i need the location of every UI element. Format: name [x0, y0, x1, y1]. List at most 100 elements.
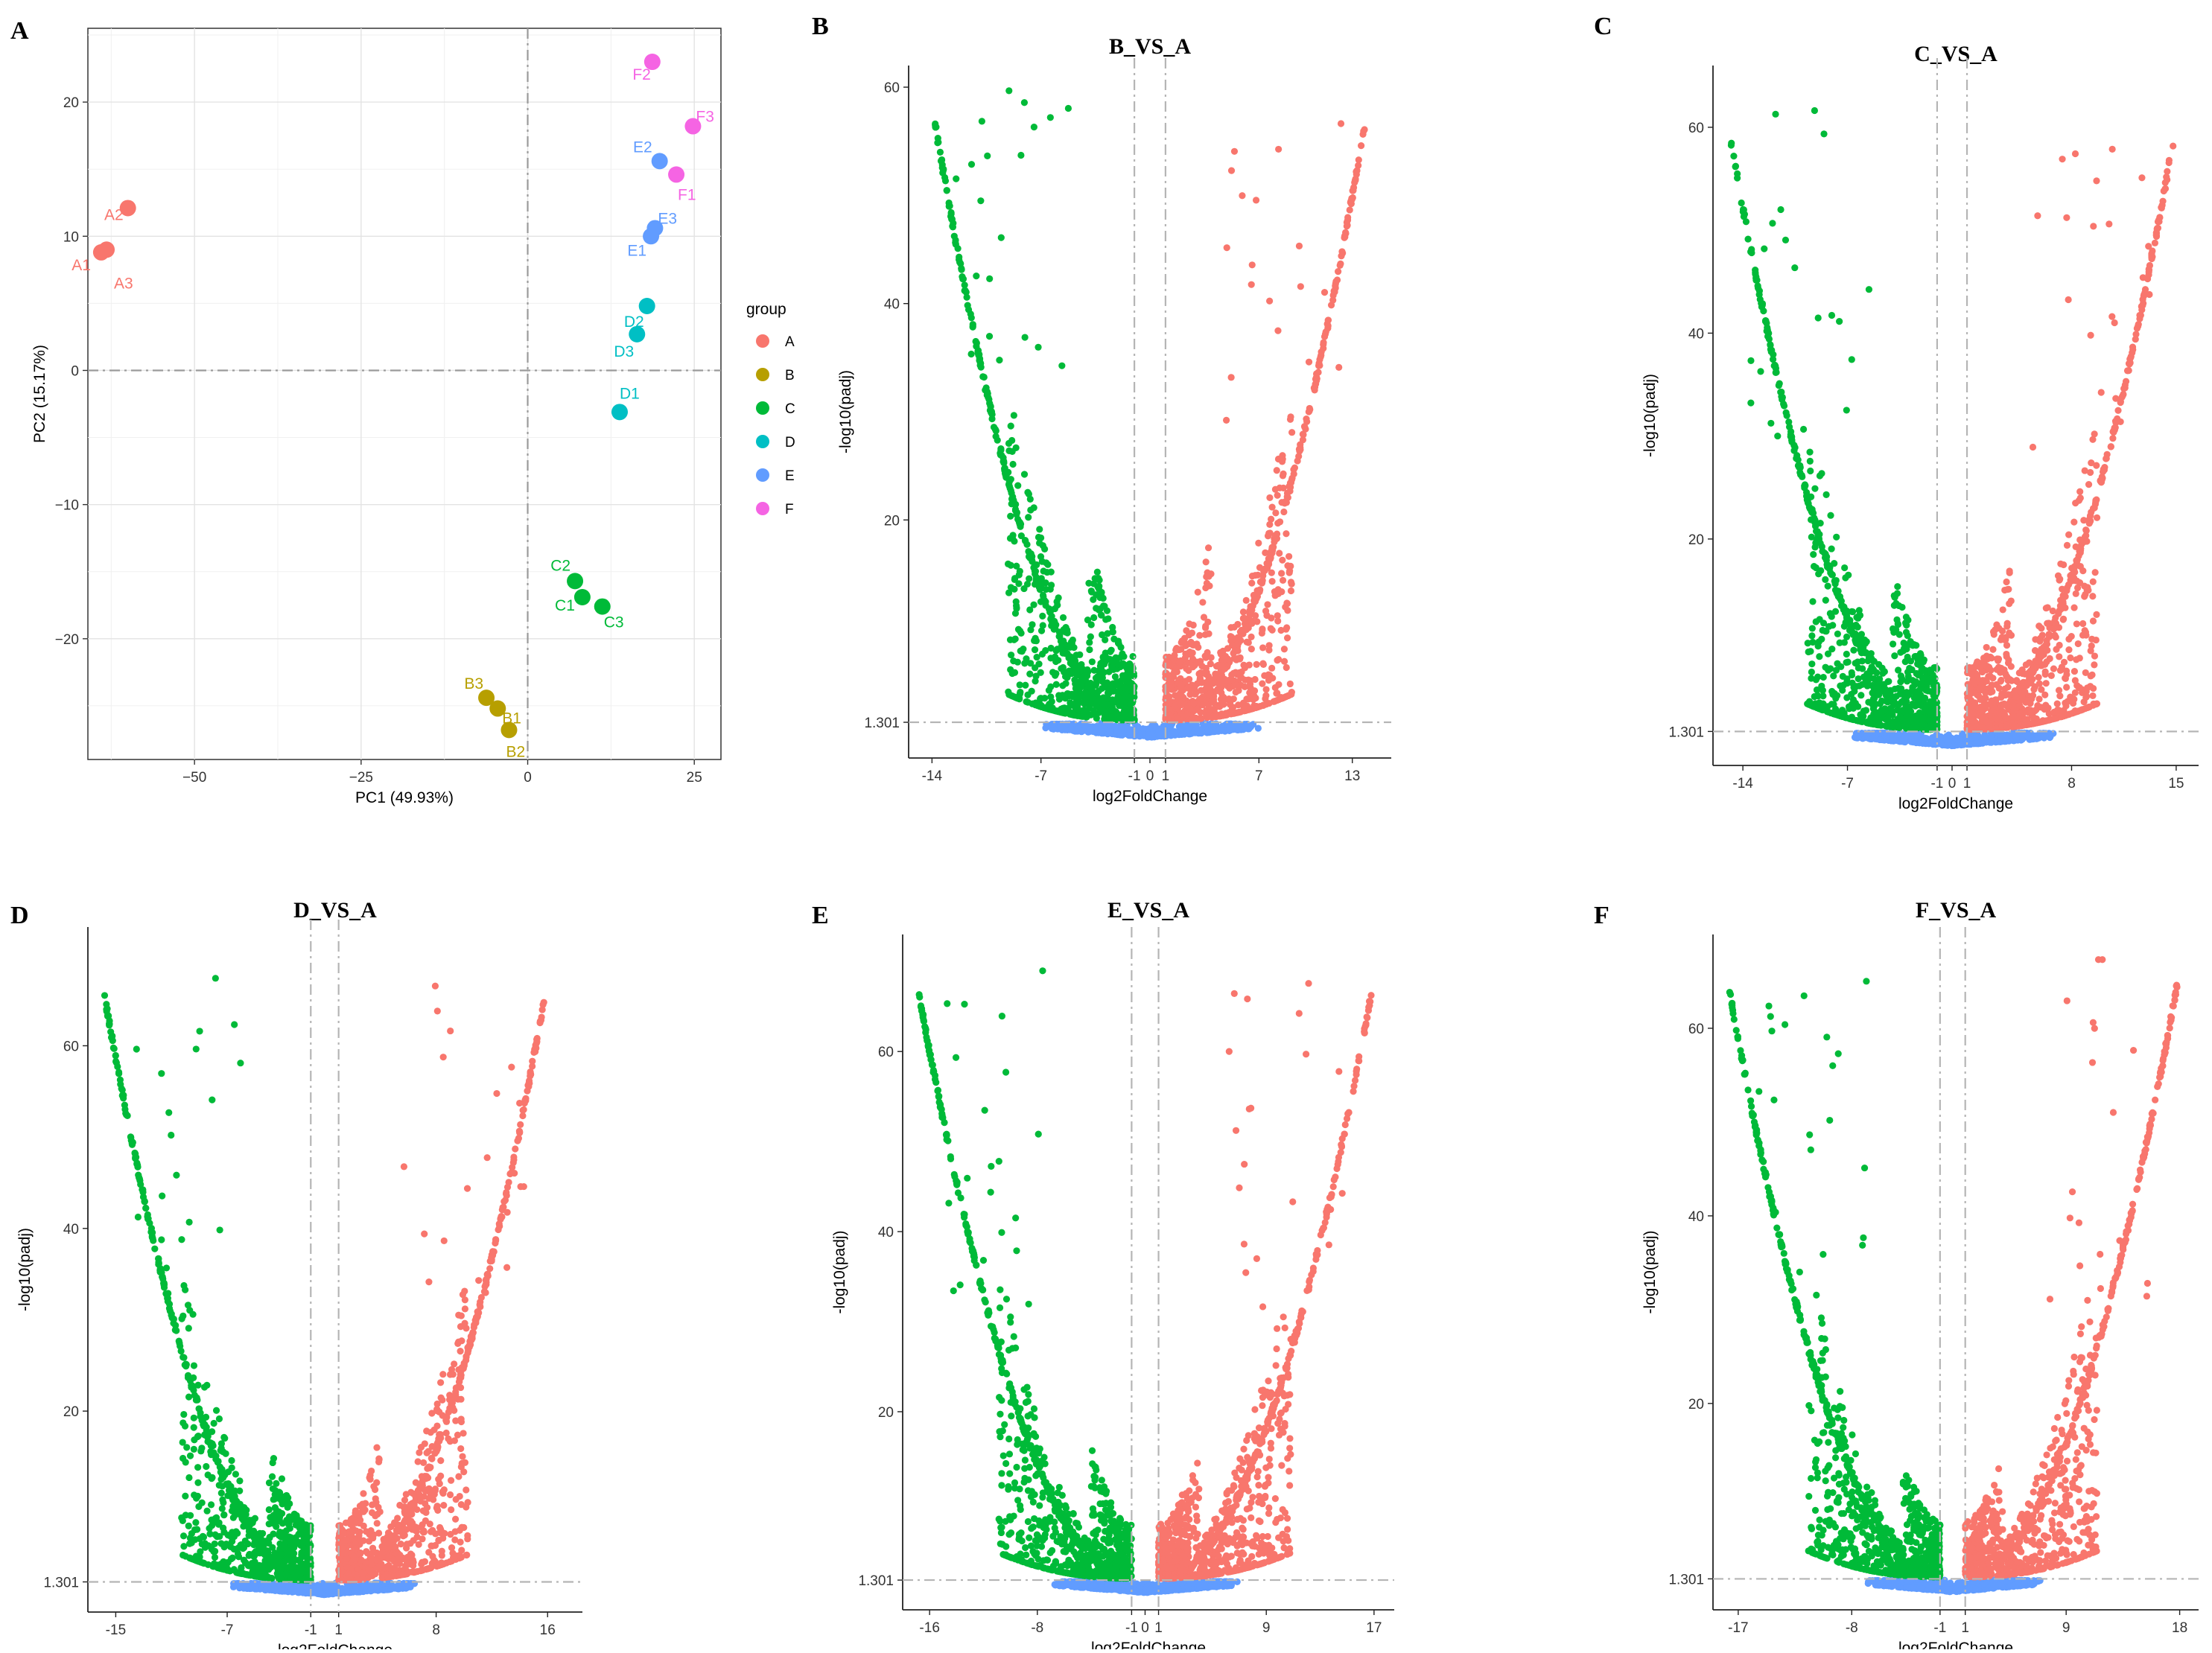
volcano-point-up [2089, 692, 2096, 699]
pca-legend-key-e [756, 468, 769, 482]
volcano-point-up [2129, 346, 2136, 353]
volcano-point-down [1810, 551, 1817, 558]
volcano-point-down [1808, 632, 1815, 639]
volcano-point-up [2126, 360, 2133, 366]
pca-legend-key-c [756, 401, 769, 415]
volcano-point-down [1907, 641, 1913, 648]
volcano-point-down [1020, 585, 1027, 592]
volcano-point-down [1062, 650, 1069, 657]
volcano-point-down [1125, 672, 1132, 679]
volcano-point-up [1254, 587, 1261, 594]
volcano-point-up [1338, 120, 1344, 127]
pca-y-tick-label: −10 [55, 498, 79, 514]
volcano-point-down [1835, 593, 1842, 600]
volcano-point-up [2048, 672, 2055, 679]
volcano-point-down [1084, 672, 1090, 679]
volcano-point-down [1894, 583, 1901, 590]
pca-point-d2 [639, 298, 655, 314]
volcano-point-up [1248, 281, 1255, 288]
volcano-point-up [1262, 695, 1268, 702]
volcano-point-up [1983, 644, 1990, 651]
volcano-point-down [1014, 482, 1021, 488]
volcano-point-up [1315, 360, 1322, 366]
volcano-point-up [2065, 531, 2072, 538]
pca-y-tick-label: 0 [71, 363, 79, 379]
volcano-point-up [2057, 561, 2064, 567]
volcano-point-down [1921, 667, 1927, 674]
volcano-point-down [1037, 535, 1044, 541]
volcano-point-down [1056, 633, 1063, 640]
volcano-point-down [1857, 637, 1864, 644]
volcano-point-up [2105, 220, 2112, 227]
volcano-point-down [1820, 130, 1827, 137]
pca-y-tick-label: 10 [63, 229, 79, 245]
volcano-x-tick-label: -14 [922, 768, 943, 784]
volcano-point-down [1866, 286, 1872, 293]
volcano-point-down [1061, 704, 1068, 711]
volcano-point-down [1073, 689, 1080, 695]
volcano-point-down [1755, 282, 1761, 289]
volcano-point-ns [1937, 740, 1944, 747]
volcano-point-up [2045, 620, 2052, 626]
volcano-point-down [1035, 660, 1042, 667]
volcano-point-down [1833, 577, 1840, 584]
volcano-point-up [2035, 636, 2042, 643]
panel-label-d: D [10, 902, 29, 929]
volcano-point-up [2079, 620, 2086, 627]
volcano-point-up [2114, 407, 2121, 414]
volcano-point-down [1811, 107, 1818, 114]
volcano-point-up [1306, 359, 1312, 366]
volcano-point-up [1274, 328, 1281, 334]
volcano-point-down [1089, 658, 1096, 665]
volcano-point-up [1278, 695, 1285, 702]
volcano-point-ns [1140, 725, 1146, 732]
volcano-point-up [2003, 721, 2009, 727]
volcano-point-down [1815, 314, 1822, 321]
volcano-point-up [1285, 494, 1291, 501]
volcano-point-up [2083, 538, 2090, 544]
volcano-point-down [1782, 237, 1789, 243]
volcano-point-down [1047, 114, 1054, 121]
volcano-point-up [2071, 668, 2078, 675]
volcano-point-down [1011, 669, 1018, 676]
volcano-x-tick-label: 0 [1948, 776, 1957, 792]
volcano-point-down [1096, 687, 1102, 694]
volcano-point-up [1269, 627, 1276, 634]
volcano-point-down [1882, 698, 1889, 704]
volcano-point-up [2059, 586, 2065, 593]
volcano-point-down [1020, 646, 1026, 652]
volcano-point-down [1841, 710, 1848, 716]
volcano-y-tick-label: 40 [63, 1222, 79, 1238]
volcano-point-up [1186, 705, 1193, 712]
volcano-point-up [2170, 143, 2176, 150]
volcano-point-down [1795, 456, 1802, 463]
volcano-point-up [1274, 467, 1280, 474]
volcano-point-down [1828, 646, 1835, 652]
volcano-point-up [2065, 296, 2072, 303]
volcano-point-down [932, 124, 939, 130]
volcano-point-up [2088, 647, 2094, 654]
volcano-point-up [1275, 146, 1282, 153]
volcano-point-down [1869, 668, 1875, 675]
volcano-point-down [998, 235, 1005, 241]
volcano-point-down [1875, 722, 1882, 728]
volcano-point-up [1296, 243, 1303, 249]
volcano-point-ns [1150, 733, 1157, 740]
volcano-point-down [1032, 699, 1039, 706]
volcano-point-up [1173, 645, 1180, 652]
volcano-point-up [1224, 655, 1231, 662]
volcano-point-up [2026, 721, 2033, 727]
volcano-point-down [1785, 418, 1792, 425]
volcano-point-up [1267, 529, 1274, 536]
volcano-point-down [1871, 704, 1878, 710]
volcano-point-ns [2024, 733, 2031, 739]
volcano-point-up [1263, 612, 1270, 619]
volcano-point-up [2003, 651, 2009, 657]
volcano-point-down [1808, 660, 1815, 667]
pca-point-f1 [668, 166, 684, 182]
volcano-point-down [1849, 680, 1855, 687]
volcano-x-tick-label: 13 [1344, 768, 1360, 784]
volcano-x-axis-label: log2FoldChange [1898, 795, 2013, 812]
